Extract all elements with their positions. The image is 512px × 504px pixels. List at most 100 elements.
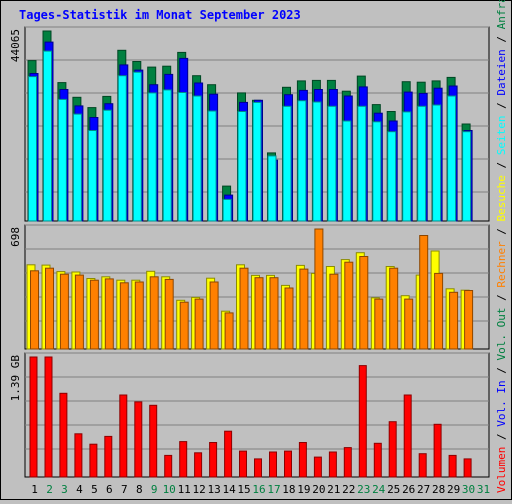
bar-seiten-day-25 xyxy=(387,131,397,222)
bar-seiten-day-15 xyxy=(237,111,247,222)
bar-rechner-day-4 xyxy=(74,274,84,350)
legend-item-vol-in: Vol. In xyxy=(495,380,508,426)
bar-seiten-day-21 xyxy=(327,105,337,222)
bar-seiten-day-19 xyxy=(297,100,307,222)
legend-separator: / xyxy=(495,29,508,49)
x-tick-label: 2 xyxy=(46,483,53,496)
bar-rechner-day-2 xyxy=(45,267,54,350)
bar-seiten-day-16 xyxy=(252,101,262,222)
bar-rechner-day-6 xyxy=(104,278,114,350)
bar-seiten-day-1 xyxy=(28,76,37,222)
bar-rechner-day-14 xyxy=(224,312,234,350)
bar-volumen-day-24 xyxy=(373,442,382,478)
bar-volumen-day-4 xyxy=(74,433,83,478)
legend-separator: / xyxy=(495,288,508,308)
bar-volumen-day-21 xyxy=(328,451,337,478)
x-tick-label: 11 xyxy=(178,483,191,496)
x-tick-label: 24 xyxy=(372,483,386,496)
x-tick-label: 5 xyxy=(91,483,98,496)
bar-seiten-day-27 xyxy=(417,105,427,222)
bar-rechner-day-8 xyxy=(134,281,144,350)
bar-volumen-day-26 xyxy=(403,394,412,478)
bar-volumen-day-28 xyxy=(433,423,442,478)
legend-separator: / xyxy=(495,221,508,241)
x-tick-label: 29 xyxy=(447,483,460,496)
bar-seiten-day-14 xyxy=(222,198,232,222)
y-max-label: 698 xyxy=(9,227,22,247)
bar-rechner-day-9 xyxy=(149,276,159,350)
bar-volumen-day-9 xyxy=(149,404,158,478)
bar-volumen-day-25 xyxy=(388,421,397,478)
bar-rechner-day-10 xyxy=(164,278,174,350)
bar-volumen-day-29 xyxy=(448,454,457,478)
y-max-label: 1.39 GB xyxy=(9,355,22,402)
bar-volumen-day-13 xyxy=(209,442,218,478)
bar-rechner-day-22 xyxy=(344,261,354,350)
legend-item-rechner: Rechner xyxy=(495,241,508,288)
x-tick-label: 23 xyxy=(357,483,370,496)
bar-seiten-day-6 xyxy=(102,109,112,222)
chart-panels: 44065 698 1.39 GB xyxy=(9,26,490,478)
x-tick-label: 4 xyxy=(76,483,83,496)
x-tick-label: 15 xyxy=(237,483,250,496)
bar-seiten-day-26 xyxy=(402,111,412,222)
bar-volumen-day-11 xyxy=(179,441,188,478)
x-tick-label: 26 xyxy=(402,483,415,496)
x-tick-label: 8 xyxy=(136,483,143,496)
bar-volumen-day-20 xyxy=(313,456,322,478)
bar-seiten-day-23 xyxy=(357,105,367,222)
bar-volumen-day-16 xyxy=(254,458,262,478)
bar-rechner-day-19 xyxy=(299,268,309,350)
bar-seiten-day-8 xyxy=(132,71,142,222)
x-tick-label: 10 xyxy=(163,483,176,496)
bar-seiten-day-12 xyxy=(192,95,202,222)
bar-rechner-day-7 xyxy=(119,282,129,350)
bar-rechner-day-5 xyxy=(89,279,99,350)
legend-item-dateien: Dateien xyxy=(495,49,508,95)
x-tick-label: 28 xyxy=(432,483,445,496)
bar-volumen-day-12 xyxy=(194,452,203,478)
bar-volumen-day-22 xyxy=(343,447,352,478)
bar-rechner-day-23 xyxy=(359,256,369,350)
bar-volumen-day-2 xyxy=(44,356,53,478)
x-tick-label: 13 xyxy=(207,483,220,496)
x-tick-label: 16 xyxy=(252,483,265,496)
legend-item-anfragen: Anfragen xyxy=(495,0,508,29)
bar-seiten-day-13 xyxy=(207,110,217,222)
x-tick-label: 30 xyxy=(462,483,475,496)
legend-item-seiten: Seiten xyxy=(495,115,508,155)
legend-item-volumen: Volumen xyxy=(495,447,508,493)
bar-volumen-day-7 xyxy=(119,394,128,478)
bar-seiten-day-30 xyxy=(462,131,472,222)
bar-volumen-day-6 xyxy=(104,435,113,478)
bar-volumen-day-14 xyxy=(224,430,233,478)
x-tick-label: 9 xyxy=(151,483,158,496)
bar-seiten-day-11 xyxy=(177,92,187,222)
y-max-label: 44065 xyxy=(9,29,22,62)
bar-rechner-day-27 xyxy=(419,235,429,350)
bar-volumen-day-30 xyxy=(463,458,472,478)
bar-rechner-day-3 xyxy=(59,273,69,350)
bar-volumen-day-3 xyxy=(59,392,68,478)
bar-volumen-day-18 xyxy=(284,450,292,478)
right-legend: Volumen / Vol. In / Vol. Out / Rechner /… xyxy=(495,0,508,493)
bar-rechner-day-25 xyxy=(389,267,399,350)
bar-rechner-day-17 xyxy=(269,277,279,350)
x-tick-label: 6 xyxy=(106,483,113,496)
x-tick-label: 31 xyxy=(477,483,490,496)
bar-rechner-day-12 xyxy=(194,298,204,350)
bar-seiten-day-17 xyxy=(267,155,277,222)
bar-volumen-day-27 xyxy=(418,453,427,478)
bar-volumen-day-5 xyxy=(89,443,98,478)
bar-rechner-day-1 xyxy=(30,270,39,350)
legend-item-vol-out: Vol. Out xyxy=(495,308,508,361)
x-tick-label: 25 xyxy=(387,483,400,496)
bar-seiten-day-3 xyxy=(57,98,67,222)
bar-seiten-day-20 xyxy=(312,101,322,222)
x-tick-label: 14 xyxy=(222,483,236,496)
bar-volumen-day-8 xyxy=(134,401,143,478)
chart-title: Tages-Statistik im Monat September 2023 xyxy=(19,8,301,22)
x-tick-label: 1 xyxy=(31,483,38,496)
